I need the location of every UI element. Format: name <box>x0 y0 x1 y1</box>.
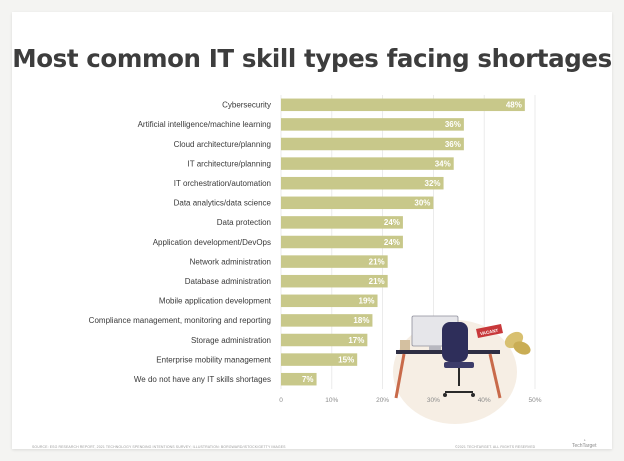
bar-value-label: 34% <box>435 159 451 168</box>
vacant-sign-icon <box>476 324 503 338</box>
bar <box>281 157 454 170</box>
bar-value-label: 21% <box>369 257 385 266</box>
source-footnote: SOURCE: ESG RESEARCH REPORT, 2021 TECHNO… <box>32 445 286 449</box>
brand-name: TechTarget <box>572 443 597 449</box>
x-tick-label: 10% <box>325 397 338 404</box>
category-label: Data protection <box>217 218 271 227</box>
bar <box>281 372 317 386</box>
bar-value-label: 48% <box>506 101 522 110</box>
x-axis-ticks: 0 10% 20% 30% 40% 50% <box>279 397 542 404</box>
monitor-stand <box>429 346 441 351</box>
bar-value-label: 18% <box>353 316 369 325</box>
bar <box>281 294 378 308</box>
bar-value-label: 21% <box>369 277 385 286</box>
bar-value-label: 36% <box>445 140 461 149</box>
bar <box>281 333 368 347</box>
category-label: Mobile application development <box>159 297 272 306</box>
logo-mark-icon: ◔ <box>582 438 586 444</box>
category-labels: Cybersecurity Artificial intelligence/mac… <box>89 101 272 384</box>
chair-wheel-icon <box>443 393 447 397</box>
bar-value-label: 7% <box>302 375 314 384</box>
vacant-sign-text: VACANT <box>480 328 499 336</box>
x-tick-label: 20% <box>376 397 389 404</box>
bar-value-label: 30% <box>414 199 430 208</box>
category-label: We do not have any IT skills shortages <box>134 375 271 384</box>
bar <box>281 314 373 327</box>
chair-seat-icon <box>444 362 474 368</box>
x-tick-label: 30% <box>427 397 440 404</box>
category-label: Cybersecurity <box>222 101 271 110</box>
desk-leg-left <box>394 353 406 399</box>
bar-value-label: 32% <box>425 179 441 188</box>
chair-back-icon <box>442 322 468 362</box>
bar <box>281 216 403 229</box>
techtarget-logo: ◔ TechTarget <box>572 439 596 449</box>
bar <box>281 98 525 112</box>
bar <box>281 235 403 249</box>
copyright-footnote: ©2021 TECHTARGET. ALL RIGHTS RESERVED <box>455 445 536 449</box>
vacant-desk-illustration: VACANT <box>393 315 531 424</box>
category-label: Database administration <box>185 277 271 286</box>
bar <box>281 274 388 288</box>
category-label: Network administration <box>190 257 271 266</box>
plant-leaf-icon <box>513 341 531 355</box>
chart-title: Most common IT skill types facing shorta… <box>12 44 612 73</box>
bar-value-label: 24% <box>384 238 400 247</box>
category-label: Cloud architecture/planning <box>174 140 271 149</box>
bar-value-label: 24% <box>384 218 400 227</box>
bar <box>281 353 358 366</box>
bar-value-label: 17% <box>348 336 364 345</box>
x-tick-label: 40% <box>478 397 491 404</box>
bar <box>281 255 388 268</box>
bar-value-label: 15% <box>338 355 354 364</box>
bars: 48% 36% 36% 34% 32% 30% 24% 24% 21% 21% 19% 18% 17% 1… <box>281 98 525 386</box>
category-label: IT architecture/planning <box>188 159 271 168</box>
category-label: Storage administration <box>191 336 271 345</box>
bar <box>281 196 434 210</box>
pencil-cup-icon <box>400 340 410 350</box>
x-tick-label: 0 <box>279 397 283 404</box>
bar <box>281 176 444 190</box>
category-label: Data analytics/data science <box>174 199 272 208</box>
x-tick-label: 50% <box>528 397 541 404</box>
category-label: Application development/DevOps <box>153 238 271 247</box>
category-label: Artificial intelligence/machine learning <box>138 120 271 129</box>
category-label: Compliance management, monitoring and re… <box>89 316 271 325</box>
bar-value-label: 19% <box>359 297 375 306</box>
category-label: Enterprise mobility management <box>156 355 271 364</box>
category-label: IT orchestration/automation <box>174 179 271 188</box>
chair-wheel-icon <box>471 393 475 397</box>
bar <box>281 118 464 131</box>
bar <box>281 137 464 151</box>
desk-leg-right <box>488 353 502 399</box>
bar-value-label: 36% <box>445 120 461 129</box>
